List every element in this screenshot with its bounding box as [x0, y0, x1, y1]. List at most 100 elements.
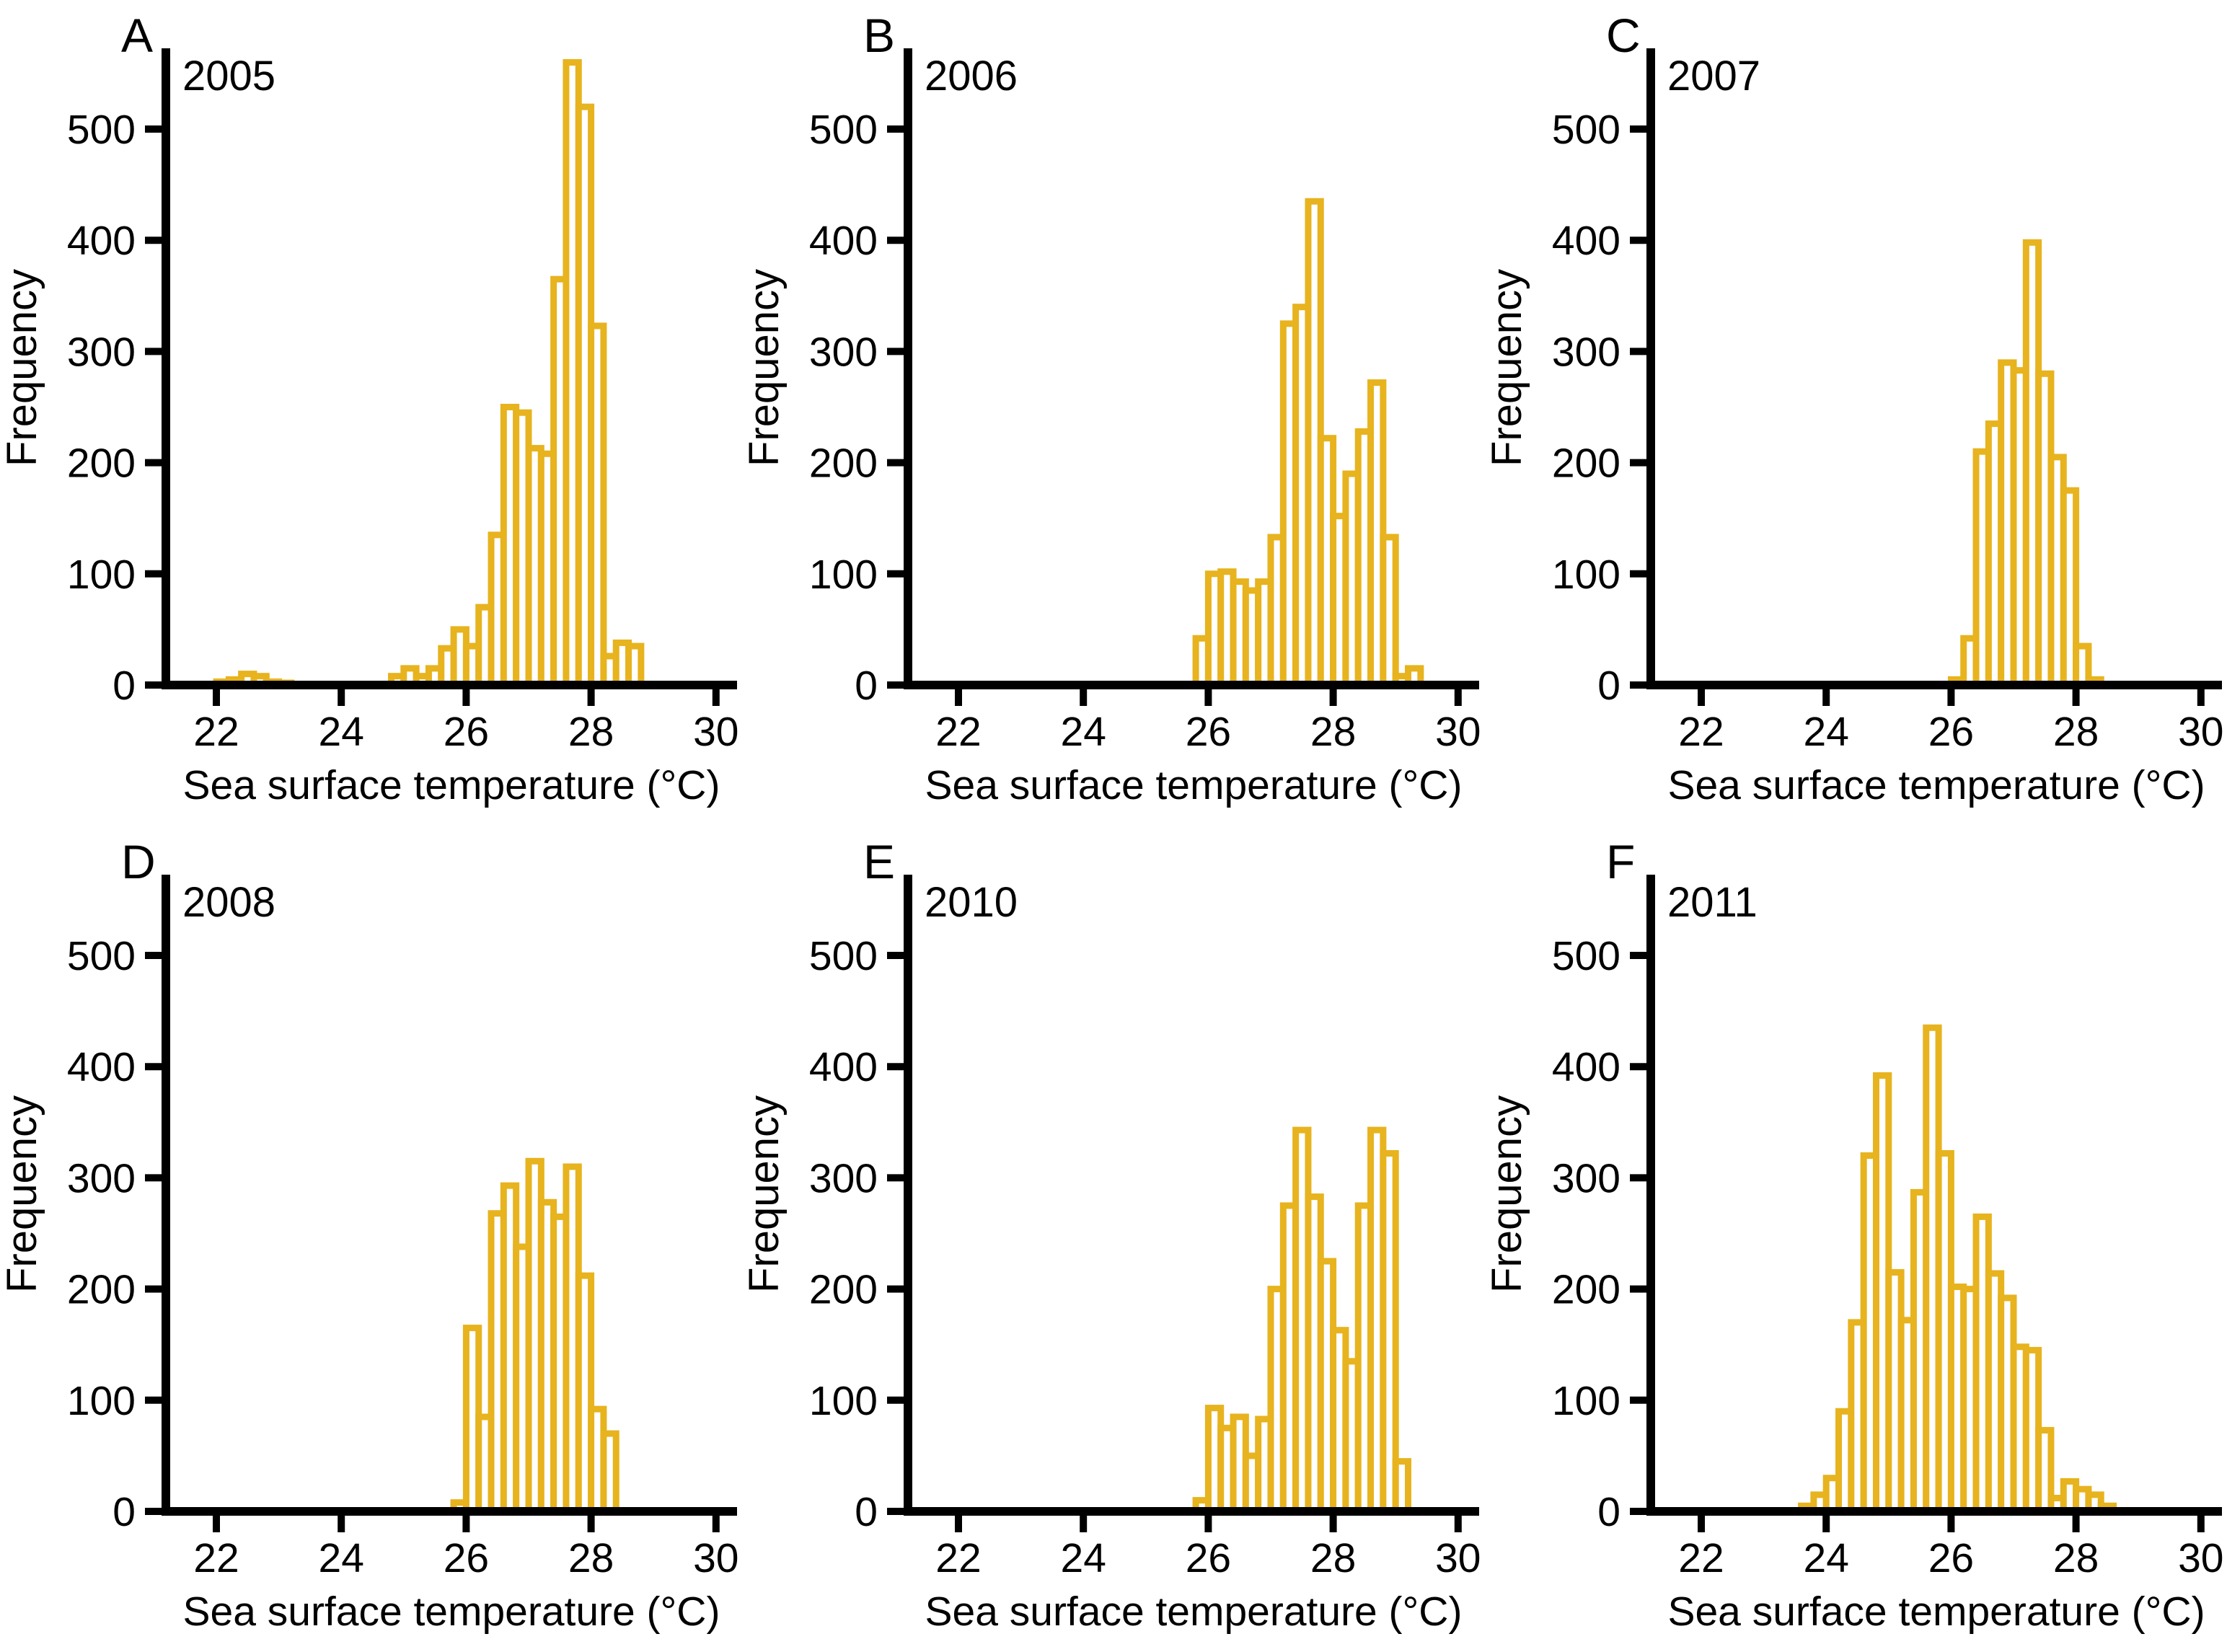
x-tick-label: 22 — [193, 709, 239, 755]
panel-b-2006: 22 24 26 28 30 0 100 200 300 400 500 B 2006 Sea su… — [741, 0, 1484, 826]
x-tick-label: 26 — [444, 709, 489, 755]
y-tick-label: 200 — [1552, 1266, 1620, 1312]
x-tick-label: 22 — [193, 1535, 239, 1581]
panel-d-2008: 22 24 26 28 30 0 100 200 300 400 500 D 2008 Sea su… — [0, 826, 742, 1652]
y-tick-label: 0 — [855, 1489, 878, 1535]
y-tick-label: 500 — [809, 933, 878, 979]
x-axis-label: Sea surface temperature (°C) — [183, 762, 720, 808]
x-tick-label: 26 — [444, 1535, 489, 1581]
y-tick-label: 200 — [809, 441, 878, 487]
y-axis-label: Frequency — [741, 1095, 788, 1293]
y-axis-label: Frequency — [1483, 269, 1530, 467]
y-tick-label: 300 — [67, 329, 136, 375]
x-tick-label: 26 — [1928, 709, 1973, 755]
x-tick-label: 30 — [693, 709, 738, 755]
panel-letter: D — [121, 835, 156, 888]
y-tick-label: 200 — [1552, 441, 1620, 487]
panel-c-2007: 22 24 26 28 30 0 100 200 300 400 500 C 2007 Sea su… — [1483, 0, 2227, 826]
year-title: 2007 — [1667, 53, 1760, 100]
y-axis-label: Frequency — [0, 1095, 45, 1293]
y-tick-label: 100 — [1552, 1377, 1620, 1423]
y-tick-label: 0 — [1597, 1489, 1620, 1535]
panel-e-2010: 22 24 26 28 30 0 100 200 300 400 500 E 2010 Sea su… — [741, 826, 1484, 1652]
y-tick-label: 0 — [1597, 663, 1620, 709]
x-axis-label: Sea surface temperature (°C) — [925, 762, 1463, 808]
x-tick-label: 22 — [936, 709, 982, 755]
x-tick-label: 28 — [568, 709, 614, 755]
x-tick-label: 30 — [2178, 709, 2223, 755]
x-tick-label: 28 — [568, 1535, 614, 1581]
x-tick-label: 24 — [1061, 709, 1106, 755]
histogram-bar — [625, 642, 645, 689]
y-tick-label: 0 — [113, 663, 136, 709]
y-tick-label: 100 — [67, 1377, 136, 1423]
year-title: 2010 — [925, 880, 1018, 926]
x-tick-label: 26 — [1186, 1535, 1231, 1581]
panel-f-2011: 22 24 26 28 30 0 100 200 300 400 500 F 2011 Sea su… — [1483, 826, 2227, 1652]
y-tick-label: 100 — [1552, 552, 1620, 598]
x-axis-label: Sea surface temperature (°C) — [183, 1589, 720, 1635]
panel-letter: C — [1606, 9, 1641, 62]
x-tick-label: 22 — [936, 1535, 982, 1581]
x-tick-label: 28 — [1310, 1535, 1356, 1581]
y-tick-label: 200 — [809, 1266, 878, 1312]
x-tick-label: 30 — [1435, 1535, 1481, 1581]
x-tick-label: 24 — [1061, 1535, 1106, 1581]
y-tick-label: 400 — [809, 218, 878, 264]
y-axis-label: Frequency — [0, 269, 45, 467]
y-tick-label: 100 — [809, 1377, 878, 1423]
y-tick-label: 400 — [67, 1044, 136, 1090]
x-tick-label: 24 — [1803, 709, 1848, 755]
x-tick-label: 28 — [2053, 709, 2099, 755]
y-tick-label: 400 — [1552, 218, 1620, 264]
y-axis-label: Frequency — [741, 269, 788, 467]
panel-a-2005: 22 24 26 28 30 0 100 200 300 400 500 A 2005 Sea su… — [0, 0, 742, 826]
y-tick-label: 100 — [809, 552, 878, 598]
x-tick-label: 26 — [1928, 1535, 1973, 1581]
y-tick-label: 300 — [809, 1155, 878, 1201]
y-tick-label: 100 — [67, 552, 136, 598]
y-tick-label: 200 — [67, 441, 136, 487]
panel-letter: B — [863, 9, 895, 62]
panel-letter: F — [1606, 835, 1635, 888]
y-tick-label: 400 — [1552, 1044, 1620, 1090]
x-axis-label: Sea surface temperature (°C) — [1667, 1589, 2205, 1635]
x-tick-label: 30 — [1435, 709, 1481, 755]
y-tick-label: 300 — [67, 1155, 136, 1201]
x-tick-label: 30 — [2178, 1535, 2223, 1581]
y-tick-label: 500 — [1552, 107, 1620, 153]
year-title: 2005 — [182, 53, 275, 100]
year-title: 2008 — [182, 880, 275, 926]
x-tick-label: 28 — [2053, 1535, 2099, 1581]
y-tick-label: 400 — [809, 1044, 878, 1090]
y-tick-label: 500 — [67, 107, 136, 153]
year-title: 2011 — [1667, 879, 1758, 926]
y-tick-label: 0 — [113, 1489, 136, 1535]
x-tick-label: 24 — [319, 1535, 364, 1581]
histogram-bar — [600, 1430, 619, 1515]
y-tick-label: 0 — [855, 663, 878, 709]
y-tick-label: 300 — [1552, 1155, 1620, 1201]
x-tick-label: 30 — [693, 1535, 738, 1581]
x-axis-label: Sea surface temperature (°C) — [925, 1589, 1463, 1635]
y-tick-label: 300 — [809, 329, 878, 375]
x-tick-label: 28 — [1310, 709, 1356, 755]
histogram-bar — [1393, 1457, 1412, 1515]
histogram-bar — [1380, 1149, 1400, 1515]
x-tick-label: 24 — [1803, 1535, 1848, 1581]
histogram-bar — [588, 322, 607, 689]
x-axis-label: Sea surface temperature (°C) — [1667, 762, 2205, 808]
